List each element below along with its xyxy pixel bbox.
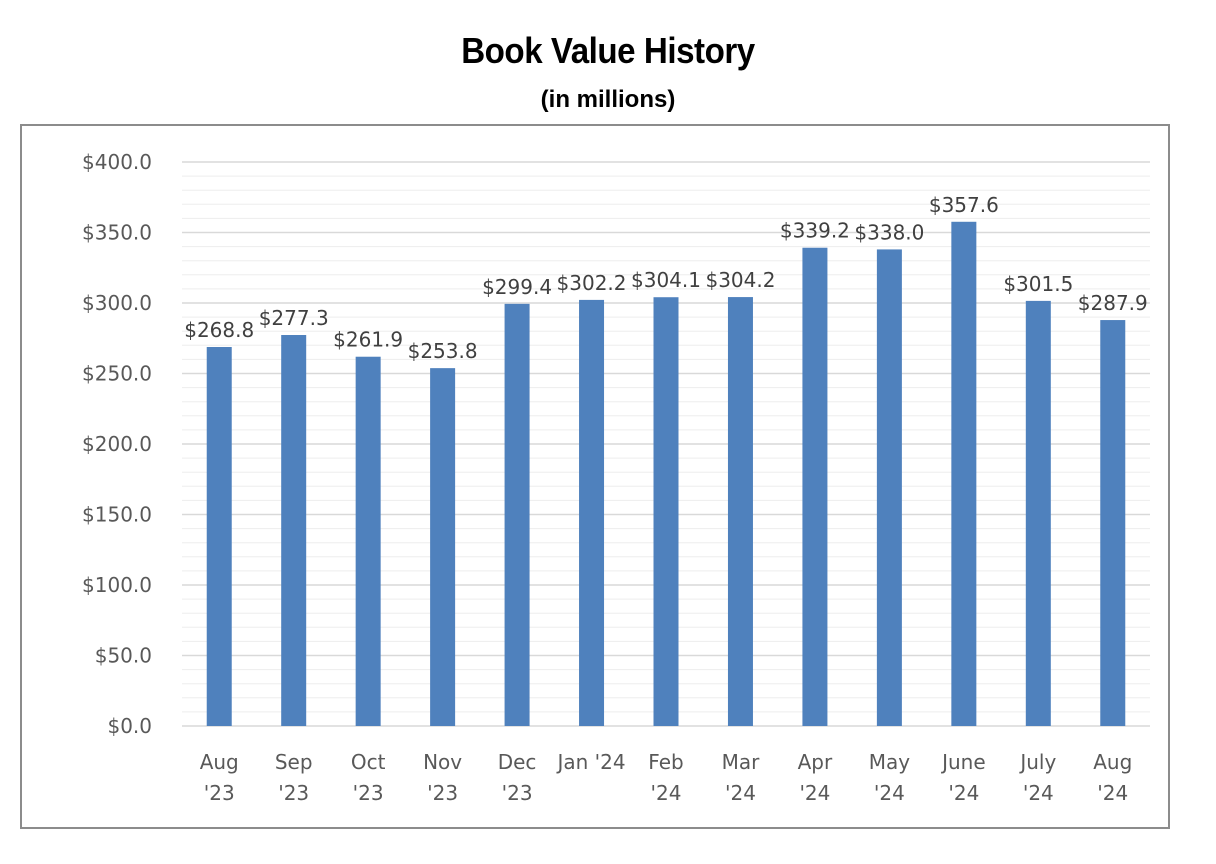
- bar: [802, 247, 828, 726]
- data-label: $261.9: [333, 328, 403, 352]
- data-label: $339.2: [780, 219, 850, 243]
- y-tick-label: $250.0: [82, 362, 152, 386]
- data-label: $304.2: [705, 268, 775, 292]
- x-tick-label: May '24: [869, 750, 911, 805]
- x-tick-label: Feb '24: [648, 750, 683, 805]
- y-tick-label: $350.0: [82, 221, 152, 245]
- data-label: $301.5: [1003, 272, 1073, 296]
- data-labels: $268.8 $277.3$261.9 $253.8$299.4 $302.2 $304…: [184, 193, 1148, 363]
- bar: [430, 368, 456, 726]
- bar: [727, 297, 753, 726]
- x-tick-label: July '24: [1018, 750, 1056, 805]
- y-axis: $0.0 $50.0 $100.0 $150.0 $200.0 $250.0 $300.0 $…: [82, 150, 152, 738]
- x-tick-label: Aug '24: [1093, 750, 1132, 805]
- data-label: $268.8: [184, 318, 254, 342]
- bar: [281, 335, 307, 726]
- bar: [653, 297, 679, 726]
- x-tick-label: Dec '23: [498, 750, 537, 805]
- x-tick-label: Apr '24: [798, 750, 833, 805]
- y-tick-label: $400.0: [82, 150, 152, 174]
- y-tick-label: $0.0: [107, 714, 152, 738]
- chart-frame: [20, 124, 1170, 829]
- y-tick-label: $300.0: [82, 291, 152, 315]
- data-label: $299.4: [482, 275, 552, 299]
- bar: [1100, 320, 1126, 726]
- y-tick-label: $100.0: [82, 573, 152, 597]
- x-tick-label: June '24: [940, 750, 986, 805]
- data-label: $304.1: [631, 268, 701, 292]
- bar: [951, 221, 977, 726]
- bar: [579, 299, 605, 726]
- x-tick-label: Sep '23: [275, 750, 313, 805]
- y-tick-label: $200.0: [82, 432, 152, 456]
- bar: [504, 303, 530, 726]
- bar: [876, 249, 902, 727]
- y-tick-label: $50.0: [95, 644, 152, 668]
- x-tick-label: Mar '24: [722, 750, 761, 805]
- data-label: $277.3: [259, 306, 329, 330]
- bar: [355, 356, 381, 726]
- y-tick-label: $150.0: [82, 503, 152, 527]
- chart-subtitle: (in millions): [540, 86, 676, 113]
- x-tick-label: Nov '23: [423, 750, 462, 805]
- data-label: $253.8: [408, 339, 478, 363]
- chart-title: Book Value History: [461, 30, 755, 71]
- x-tick-label: Aug '23: [200, 750, 239, 805]
- data-label: $357.6: [929, 193, 999, 217]
- bar: [1025, 300, 1051, 726]
- data-label: $338.0: [854, 220, 924, 244]
- x-tick-label: Oct '23: [351, 750, 386, 805]
- data-label: $287.9: [1078, 291, 1148, 315]
- bars: [206, 221, 1126, 727]
- x-tick-label: Jan '24: [555, 750, 625, 774]
- bar: [206, 346, 232, 726]
- data-label: $302.2: [557, 271, 627, 295]
- x-axis: Aug '23 Sep '23 Oct '23 Nov '23 Dec '23 Jan '24 Feb…: [200, 750, 1133, 805]
